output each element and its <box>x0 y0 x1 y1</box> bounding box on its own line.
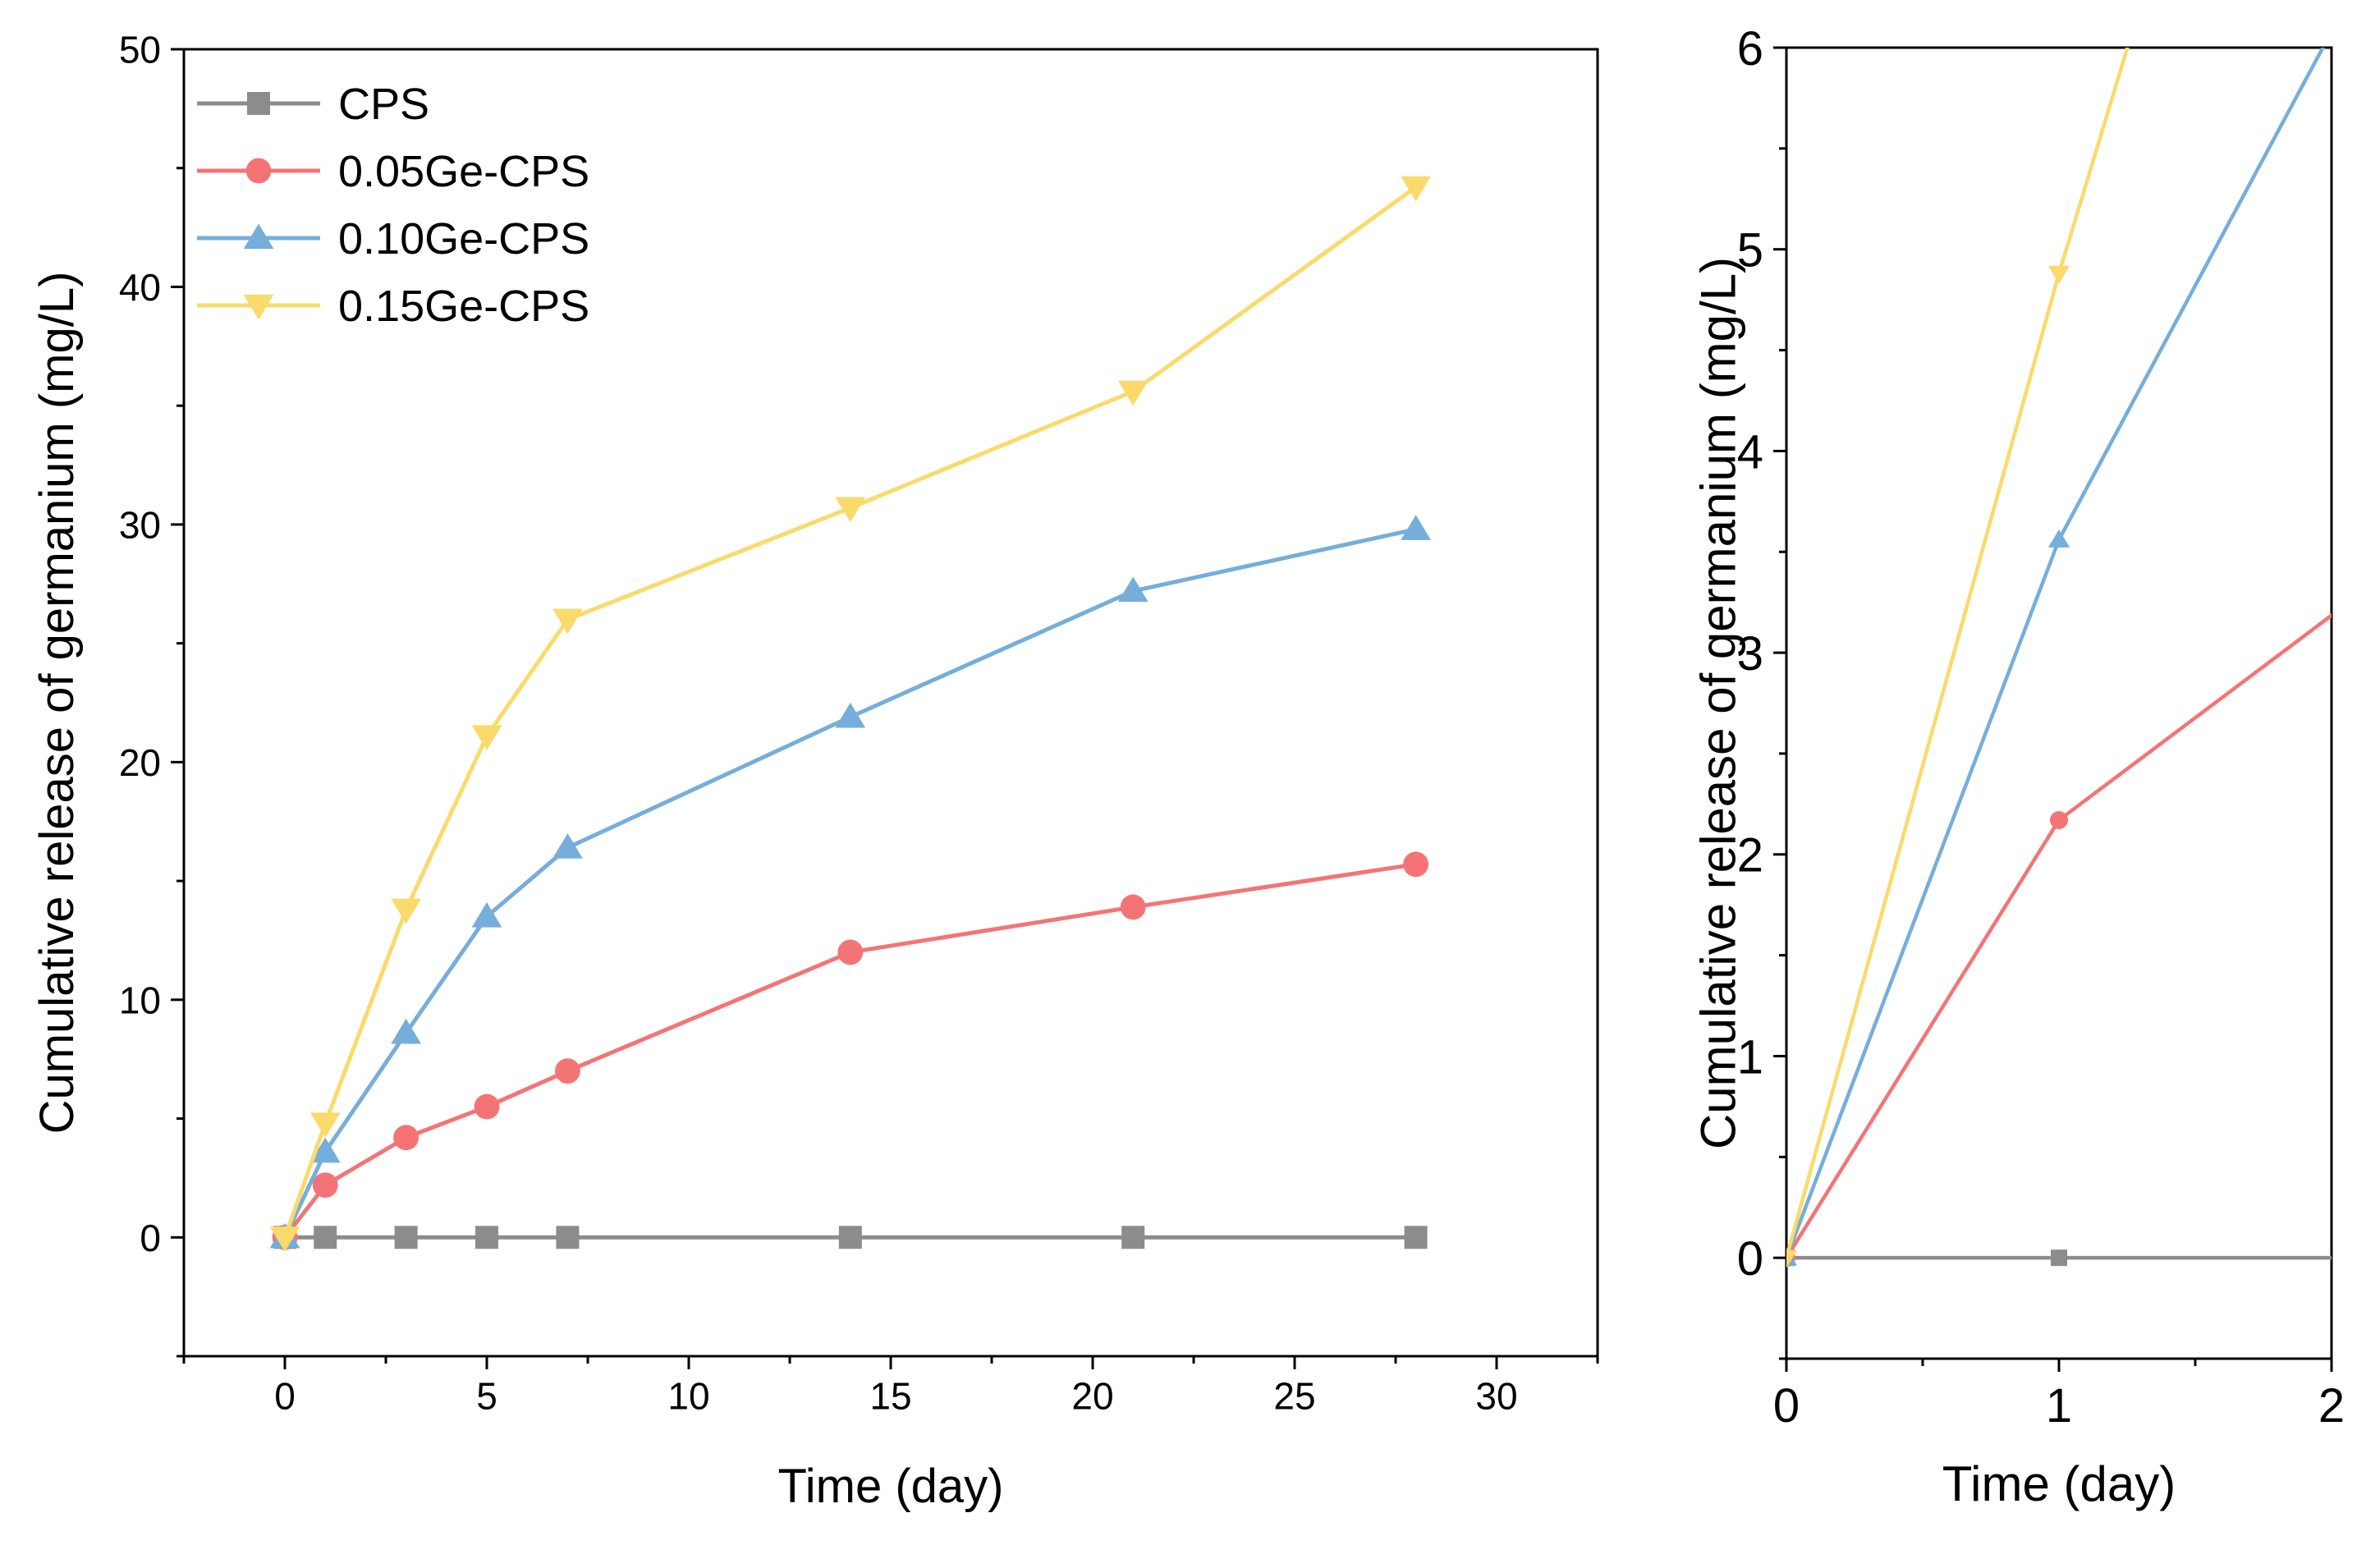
data-point <box>1401 515 1431 540</box>
data-point <box>553 833 583 859</box>
y-tick-label: 40 <box>119 266 161 309</box>
y-tick-label: 4 <box>1737 425 1763 479</box>
legend-swatch-marker <box>243 294 274 320</box>
y-tick-label: 6 <box>1737 22 1763 76</box>
data-point <box>2051 1249 2067 1267</box>
x-tick-label: 25 <box>1273 1374 1315 1417</box>
x-tick-label: 10 <box>667 1374 709 1417</box>
data-point <box>1786 1249 1798 1268</box>
data-point <box>837 939 864 965</box>
legend-label: 0.05Ge-CPS <box>338 147 589 196</box>
y-axis: 0 10 20 30 40 50 <box>119 29 184 1358</box>
y-tick-label: 30 <box>119 503 161 546</box>
legend-item-CPS: CPS <box>197 80 429 129</box>
data-point <box>553 608 583 635</box>
series-line <box>282 527 1417 1239</box>
data-point <box>835 702 866 728</box>
series-line <box>1786 48 2130 1259</box>
y-tick-label: 0 <box>1737 1232 1763 1286</box>
series-line <box>282 185 1418 1239</box>
legend-label: 0.15Ge-CPS <box>338 282 589 331</box>
series-0.15Ge-CPS <box>1786 48 2130 1268</box>
series-group <box>1786 48 2332 1268</box>
data-point <box>314 1226 337 1249</box>
series-line <box>283 862 1416 1239</box>
data-point <box>471 902 502 928</box>
x-tick-label: 0 <box>1773 1379 1800 1433</box>
legend-item-0.10Ge-CPS: 0.10Ge-CPS <box>197 214 589 264</box>
y-axis-title: Cumulative release of germanium (mg/L) <box>30 272 84 1135</box>
data-point <box>1117 576 1149 603</box>
series-line <box>1786 48 2326 1259</box>
y-tick-label: 2 <box>1737 829 1763 883</box>
data-point <box>1120 894 1146 920</box>
series-0.10Ge-CPS <box>1786 48 2326 1266</box>
x-tick-label: 1 <box>2046 1379 2072 1433</box>
data-point <box>835 497 866 523</box>
data-point <box>394 1226 418 1249</box>
y-tick-label: 0 <box>140 1217 161 1259</box>
series-0.05Ge-CPS <box>272 851 1428 1250</box>
data-point <box>393 1125 419 1151</box>
main-plot: 0 5 10 15 20 25 30 0 10 20 30 40 50 Time (day) Cumulat… <box>30 29 1599 1513</box>
data-point <box>556 1226 580 1249</box>
data-point <box>471 725 502 751</box>
data-point <box>2047 529 2070 548</box>
plot-frame <box>1785 46 2333 1360</box>
x-tick-label: 2 <box>2318 1379 2345 1433</box>
data-point <box>312 1172 338 1198</box>
y-tick-label: 3 <box>1737 627 1763 681</box>
data-point <box>838 1226 862 1249</box>
y-tick-label: 5 <box>1737 224 1763 277</box>
x-tick-label: 15 <box>869 1374 911 1417</box>
legend-swatch-marker <box>247 92 270 115</box>
data-point <box>475 1226 498 1249</box>
legend-item-0.05Ge-CPS: 0.05Ge-CPS <box>197 147 589 196</box>
y-axis-title: Cumulative release of germanium (mg/L) <box>1691 257 1746 1149</box>
data-point <box>391 1018 421 1044</box>
data-point <box>1404 1226 1428 1249</box>
series-line <box>1786 612 2332 1259</box>
series-CPS <box>273 1226 1428 1249</box>
x-tick-label: 20 <box>1071 1374 1113 1417</box>
legend-item-0.15Ge-CPS: 0.15Ge-CPS <box>197 282 589 331</box>
data-point <box>2047 265 2070 284</box>
y-tick-label: 50 <box>119 29 161 71</box>
data-point <box>269 1226 300 1252</box>
y-tick-label: 10 <box>119 979 161 1021</box>
legend-swatch-marker <box>245 158 272 184</box>
x-axis: 0 5 10 15 20 25 30 <box>182 1356 1599 1417</box>
x-axis-title: Time (day) <box>778 1460 1004 1513</box>
data-point <box>310 1137 341 1163</box>
series-CPS <box>1786 1249 2332 1267</box>
legend: CPS 0.05Ge-CPS 0.10Ge-CPS 0.15Ge-CPS <box>197 80 589 331</box>
data-point <box>310 1112 341 1138</box>
y-tick-label: 1 <box>1737 1030 1763 1084</box>
legend-swatch-marker <box>243 223 274 250</box>
inset-plot: 0 1 2 0 1 2 3 4 5 6 Time (day) Cumulative release o… <box>1691 22 2345 1511</box>
legend-label: 0.10Ge-CPS <box>338 214 589 264</box>
x-tick-label: 30 <box>1475 1374 1517 1417</box>
y-axis: 0 1 2 3 4 5 6 <box>1737 22 1786 1360</box>
legend-label: CPS <box>338 80 429 129</box>
series-0.15Ge-CPS <box>269 176 1431 1252</box>
data-point <box>1403 851 1428 878</box>
y-tick-label: 20 <box>119 741 161 784</box>
data-point <box>391 898 421 924</box>
data-point <box>2050 811 2068 830</box>
series-group <box>269 176 1431 1252</box>
series-0.10Ge-CPS <box>269 515 1431 1249</box>
data-point <box>555 1058 580 1084</box>
x-tick-label: 0 <box>274 1374 296 1417</box>
series-0.05Ge-CPS <box>1786 612 2332 1268</box>
x-axis: 0 1 2 <box>1773 1359 2345 1433</box>
x-axis-title: Time (day) <box>1942 1456 2176 1511</box>
data-point <box>1121 1226 1145 1249</box>
data-point <box>474 1093 500 1120</box>
data-point <box>1401 176 1431 202</box>
x-tick-label: 5 <box>476 1374 498 1417</box>
data-point <box>1117 380 1149 406</box>
